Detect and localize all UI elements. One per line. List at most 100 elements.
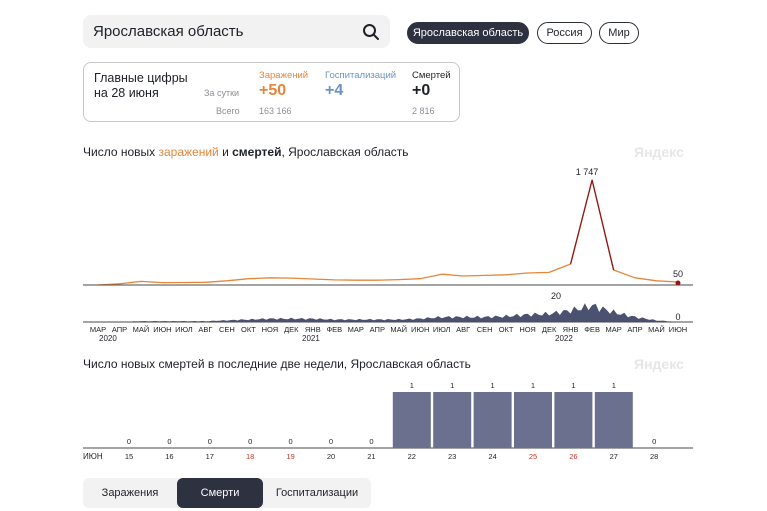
chart2-value-label: 1 (612, 381, 616, 390)
chart2-value-label: 1 (571, 381, 575, 390)
chart2-value-label: 1 (491, 381, 495, 390)
chart1-title-infections: заражений (158, 145, 219, 159)
metric-tabs: Заражения Смерти Госпитализации (83, 478, 371, 508)
chart2-value-label: 0 (248, 437, 252, 446)
chart1-x-tick-label: ФЕВ (326, 325, 342, 334)
chart1-x-tick-label: ЯНВ (305, 325, 321, 334)
chart1-x-tick-label: ОКТ (499, 325, 514, 334)
chart2-x-tick-label: 18 (246, 452, 254, 461)
region-pill-world[interactable]: Мир (599, 22, 639, 44)
chart1-x-tick-label: СЕН (477, 325, 493, 334)
year-label-2020: 2020 (99, 334, 117, 343)
chart2-x-tick-label: 21 (367, 452, 375, 461)
chart2-bars: 0 15 0 16 0 17 0 18 0 19 0 20 0 21 1 22 1 23 1 24 1 25 1 26 1 27 0… (125, 381, 659, 461)
chart2-value-label: 0 (369, 437, 373, 446)
chart2-x-tick-label: 15 (125, 452, 133, 461)
tab-hospitalizations[interactable]: Госпитализации (275, 487, 359, 499)
chart2-x-tick-label: 20 (327, 452, 335, 461)
infections-peak-line (569, 179, 615, 271)
chart1-x-tick-label: МАЙ (390, 325, 407, 334)
chart1-x-tick-label: АВГ (456, 325, 470, 334)
chart1-x-tick-label: ДЕК (542, 325, 557, 334)
chart1-x-tick-label: ДЕК (284, 325, 299, 334)
chart2-x-tick-label: 16 (165, 452, 173, 461)
chart1-title-region: , Ярославская область (281, 145, 409, 159)
hospitalizations-label: Госпитализаций (325, 70, 397, 81)
chart2-value-label: 0 (127, 437, 131, 446)
per-day-label: За сутки (204, 88, 240, 98)
deaths-area-series (98, 303, 678, 322)
chart2-x-tick-label: 24 (488, 452, 496, 461)
chart1-x-tick-label: ЯНВ (563, 325, 579, 334)
infections-deaths-chart: 1 747 50 20 0 МАР АПР МАЙ ИЮН ИЮЛ АВГ СЕН ОКТ НО… (83, 167, 693, 343)
chart1-x-tick-label: АВГ (198, 325, 212, 334)
deaths-last-label: 0 (675, 312, 680, 322)
chart2-x-tick-label: 27 (610, 452, 618, 461)
chart2-x-tick-label: 25 (529, 452, 537, 461)
chart1-title-deaths: смертей (232, 145, 282, 159)
chart1-x-tick-label: ИЮЛ (433, 325, 451, 334)
deaths-two-weeks-chart: ИЮН 0 15 0 16 0 17 0 18 0 19 0 20 0 21 1 22 1 23 1 24 1 25 1 26… (83, 381, 693, 461)
chart2-x-tick-label: 22 (408, 452, 416, 461)
region-pill-yaroslavl[interactable]: Ярославская область (407, 22, 529, 44)
chart1-x-tick-label: МАР (605, 325, 621, 334)
infections-label: Заражений (259, 70, 309, 81)
chart2-bar (392, 392, 431, 448)
infections-peak-label: 1 747 (576, 167, 599, 177)
chart2-value-label: 1 (410, 381, 414, 390)
deaths-total: 2 816 (412, 106, 435, 116)
deaths-label: Смертей (412, 70, 451, 81)
chart1-watermark: Яндекс (634, 144, 684, 160)
chart2-bar (514, 392, 552, 448)
chart1-x-tick-label: МАЙ (133, 325, 150, 334)
search-box[interactable] (83, 15, 390, 48)
chart1-x-tick-label: ФЕВ (584, 325, 600, 334)
region-pill-russia[interactable]: Россия (537, 22, 592, 44)
infections-total: 163 166 (259, 106, 292, 116)
infections-line (97, 179, 679, 286)
chart2-x-tick-label: 26 (569, 452, 577, 461)
chart2-value-label: 0 (652, 437, 656, 446)
infections-line-series (97, 179, 679, 286)
chart1-x-axis: МАР АПР МАЙ ИЮН ИЮЛ АВГ СЕН ОКТ НОЯ ДЕК ЯНВ ФЕВ МАР А… (90, 325, 687, 334)
chart1-x-tick-label: ОКТ (241, 325, 256, 334)
chart1-x-tick-label: ИЮН (411, 325, 429, 334)
chart2-x-tick-label: 19 (286, 452, 294, 461)
chart1-x-tick-label: ИЮН (669, 325, 687, 334)
chart1-x-tick-label: АПР (112, 325, 127, 334)
chart1-title: Число новых заражений и смертей, Ярослав… (83, 145, 409, 159)
search-icon[interactable] (362, 23, 380, 41)
chart1-title-part1: Число новых (83, 145, 159, 159)
chart2-bar (594, 392, 633, 448)
chart1-x-tick-label: ИЮН (153, 325, 171, 334)
summary-title-line1: Главные цифры (94, 71, 188, 85)
chart2-value-label: 0 (167, 437, 171, 446)
chart1-x-tick-label: МАР (348, 325, 364, 334)
search-input[interactable] (93, 23, 353, 40)
chart2-bar (433, 392, 472, 448)
infections-last-label: 50 (673, 269, 683, 279)
year-label-2021: 2021 (302, 334, 320, 343)
chart1-x-tick-label: АПР (627, 325, 642, 334)
chart2-x-tick-label: 17 (206, 452, 214, 461)
chart2-title: Число новых смертей в последние две неде… (83, 357, 471, 371)
chart2-value-label: 0 (329, 437, 333, 446)
hospitalizations-today: +4 (325, 82, 344, 99)
chart2-value-label: 0 (208, 437, 212, 446)
deaths-peak-label: 20 (551, 291, 561, 301)
chart2-watermark: Яндекс (634, 356, 684, 372)
chart1-x-tick-label: НОЯ (262, 325, 279, 334)
chart1-x-tick-label: МАЙ (648, 325, 665, 334)
summary-title-date: на 28 июня (94, 86, 159, 100)
chart2-value-label: 1 (450, 381, 454, 390)
deaths-today: +0 (412, 82, 431, 99)
chart1-x-tick-label: МАР (90, 325, 106, 334)
tab-deaths[interactable]: Смерти (177, 478, 263, 508)
tab-infections[interactable]: Заражения (101, 487, 159, 499)
chart2-bar (554, 392, 593, 448)
year-label-2022: 2022 (555, 334, 573, 343)
chart2-month-label: ИЮН (83, 452, 103, 461)
chart1-title-part3: и (218, 145, 233, 159)
chart1-x-tick-label: АПР (370, 325, 385, 334)
chart2-x-tick-label: 23 (448, 452, 456, 461)
